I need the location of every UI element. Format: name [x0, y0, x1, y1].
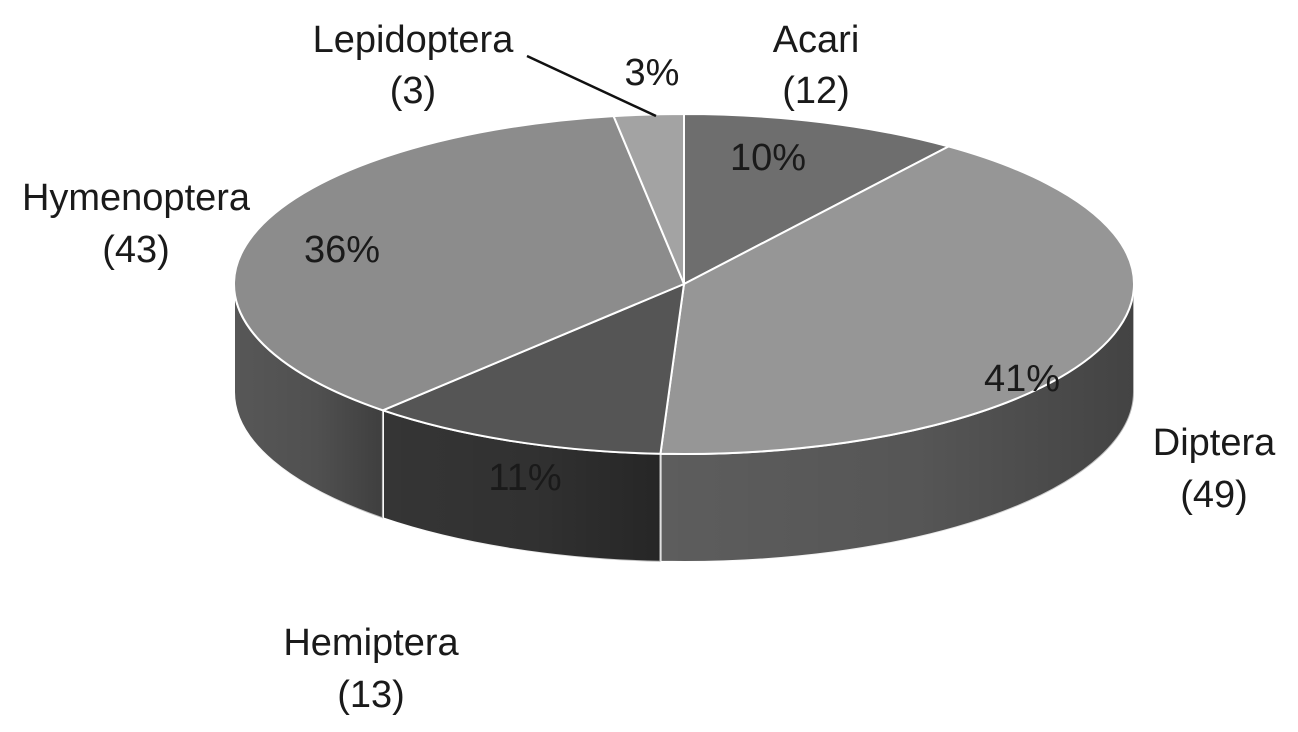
count-label-acari: (12)	[782, 70, 850, 112]
slice-acari	[683, 113, 950, 285]
slice-hymenoptera	[233, 115, 685, 412]
count-label-hymenoptera: (43)	[102, 229, 170, 271]
count-label-hemiptera: (13)	[337, 674, 405, 716]
percent-label-diptera: 41%	[984, 358, 1060, 400]
category-label-hymenoptera: Hymenoptera	[22, 177, 251, 219]
count-label-diptera: (49)	[1180, 474, 1248, 516]
category-label-diptera: Diptera	[1153, 422, 1276, 464]
category-label-acari: Acari	[773, 19, 860, 61]
pie-side-walls	[233, 283, 1135, 563]
percent-label-hymenoptera: 36%	[304, 229, 380, 271]
percent-label-hemiptera: 11%	[488, 457, 561, 499]
side-shading-diptera	[660, 284, 1134, 562]
side-shading-hemiptera	[382, 410, 661, 562]
slice-diptera	[659, 145, 1135, 455]
category-label-hemiptera: Hemiptera	[283, 622, 459, 664]
side-shading-hymenoptera	[234, 284, 383, 519]
percent-label-lepidoptera: 3%	[625, 52, 680, 94]
slice-lepidoptera	[612, 113, 685, 285]
category-label-lepidoptera: Lepidoptera	[313, 19, 515, 61]
count-label-lepidoptera: (3)	[390, 70, 436, 112]
slice-hemiptera	[381, 283, 685, 455]
pie-top-slices	[233, 113, 1135, 455]
pie-labels: 10% 41% 11% 36% 3% Acari (12) Diptera (4…	[22, 19, 1276, 716]
leader-line-lepidoptera	[526, 54, 657, 118]
percent-label-acari: 10%	[730, 137, 806, 179]
